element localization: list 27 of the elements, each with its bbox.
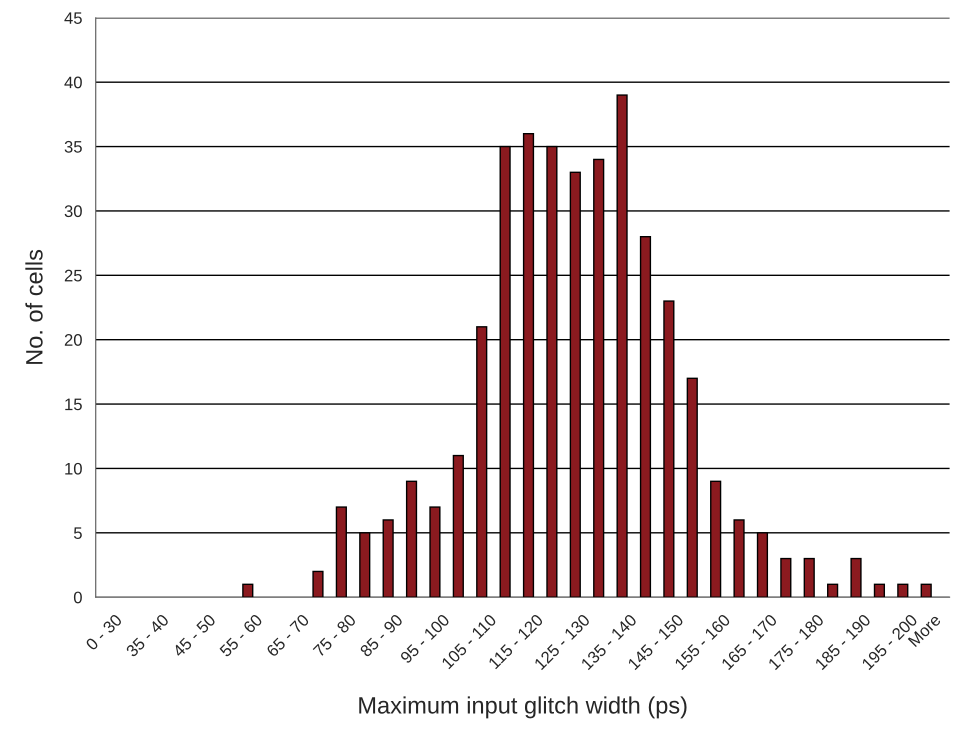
y-tick-label: 0 (74, 592, 82, 604)
bar (780, 558, 792, 598)
bar (312, 570, 324, 598)
y-tick-label: 20 (64, 334, 82, 346)
y-tick-label: 25 (64, 270, 82, 282)
y-axis-title: No. of cells (25, 250, 43, 364)
y-tick-label: 35 (64, 140, 82, 153)
x-tick-label: 55 - 60 (218, 613, 264, 658)
y-tick-label: 45 (64, 12, 82, 24)
bar (850, 558, 862, 598)
y-tick-label: 30 (64, 205, 82, 218)
x-tick-label: 35 - 40 (125, 613, 170, 658)
y-tick-label: 15 (65, 398, 82, 410)
bar (920, 584, 932, 598)
bar (827, 584, 838, 598)
y-tick-label: 5 (74, 527, 82, 540)
bar (897, 584, 908, 598)
x-tick-label: 0 - 30 (85, 613, 123, 651)
bar (804, 558, 815, 598)
x-axis-title: Maximum input glitch width (ps) (359, 696, 687, 718)
bar (242, 584, 254, 598)
y-tick-label: 40 (64, 76, 82, 88)
x-tick-label: 75 - 80 (312, 613, 357, 658)
bar (874, 584, 886, 598)
x-tick-label: 65 - 70 (266, 613, 310, 658)
x-tick-label: 45 - 50 (172, 613, 216, 658)
y-tick-label: 10 (65, 462, 82, 475)
